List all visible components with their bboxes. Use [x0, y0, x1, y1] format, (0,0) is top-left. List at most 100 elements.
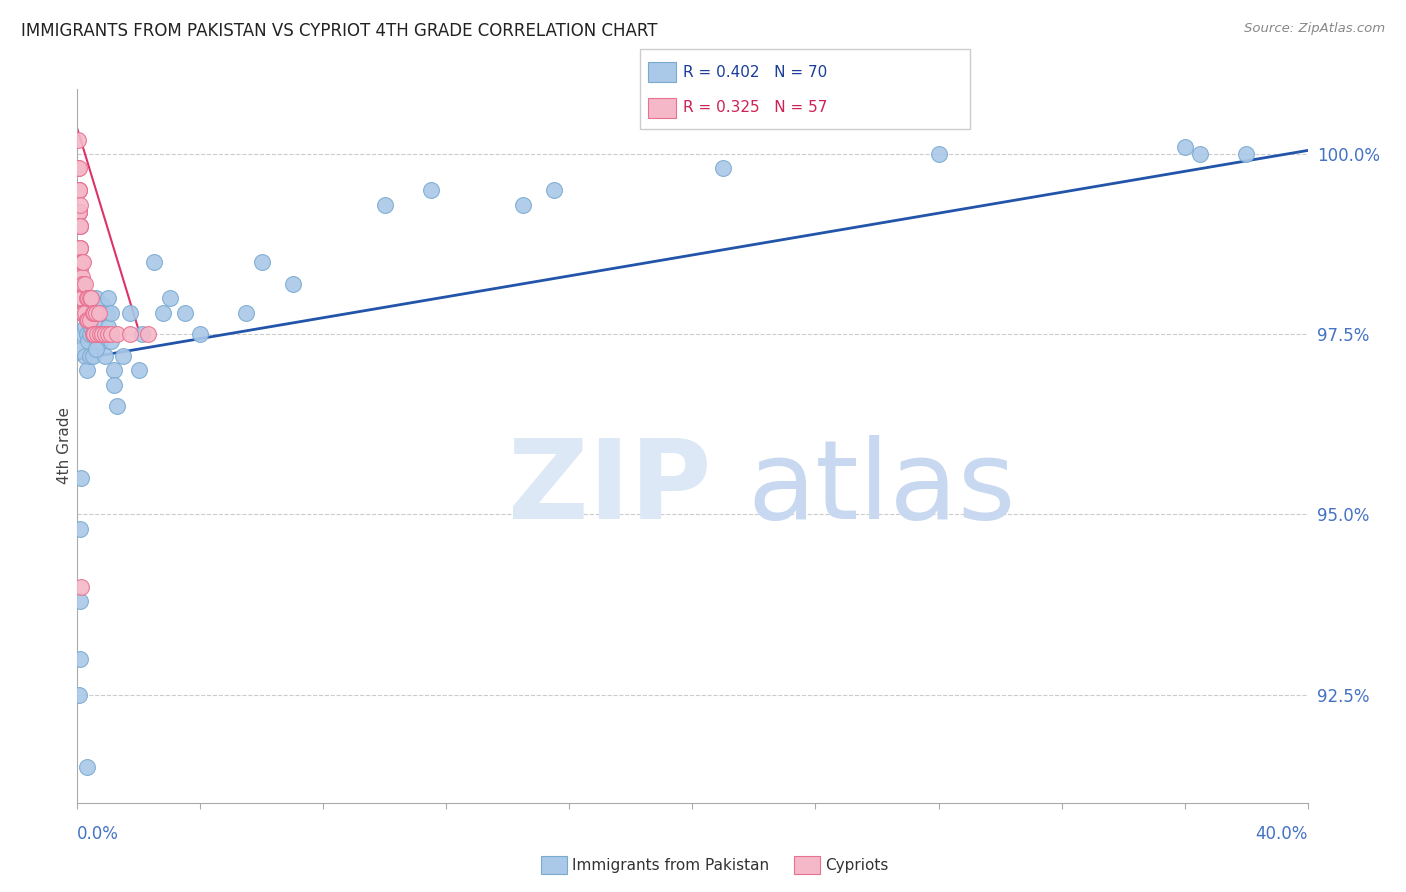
Point [97, 291, 120, 305]
Point [97, 327, 120, 342]
Point [80, 320, 103, 334]
Point [96, 306, 118, 320]
Point [72, 277, 94, 291]
Point [77, 291, 100, 305]
Point [69, 219, 91, 234]
Point [374, 197, 396, 211]
Text: R = 0.325   N = 57: R = 0.325 N = 57 [683, 101, 828, 115]
Point [83, 327, 105, 342]
Point [67, 183, 90, 197]
Point [103, 377, 125, 392]
Point [281, 277, 304, 291]
Point [100, 327, 122, 342]
Point [83, 298, 105, 312]
Point [105, 400, 128, 414]
Point [72, 306, 94, 320]
Point [83, 327, 105, 342]
Point [69, 522, 91, 536]
Point [87, 327, 110, 342]
Point [84, 291, 107, 305]
Point [70, 277, 93, 291]
Point [80, 291, 103, 305]
Point [100, 306, 122, 320]
Point [118, 306, 141, 320]
Point [67, 161, 90, 176]
Point [89, 306, 111, 320]
Point [174, 306, 197, 320]
Point [76, 313, 98, 327]
Point [72, 255, 94, 269]
Text: Source: ZipAtlas.com: Source: ZipAtlas.com [1244, 22, 1385, 36]
Point [86, 327, 108, 342]
Point [70, 269, 93, 284]
Point [82, 306, 104, 320]
Point [128, 363, 150, 377]
Point [711, 161, 734, 176]
Point [152, 306, 174, 320]
Point [73, 277, 96, 291]
Point [76, 760, 98, 774]
Point [70, 306, 93, 320]
Point [94, 349, 117, 363]
Point [100, 334, 122, 349]
Point [79, 291, 101, 305]
Point [87, 298, 110, 312]
Point [73, 306, 96, 320]
Point [79, 313, 101, 327]
Point [69, 219, 91, 234]
Point [86, 306, 108, 320]
Point [70, 255, 93, 269]
Point [188, 327, 212, 342]
Point [69, 241, 91, 255]
Point [84, 342, 107, 356]
Text: IMMIGRANTS FROM PAKISTAN VS CYPRIOT 4TH GRADE CORRELATION CHART: IMMIGRANTS FROM PAKISTAN VS CYPRIOT 4TH … [21, 22, 658, 40]
Point [69, 241, 91, 255]
Point [84, 306, 107, 320]
Point [70, 255, 93, 269]
Point [76, 363, 98, 377]
Point [86, 334, 108, 349]
Point [90, 327, 114, 342]
Point [83, 306, 105, 320]
Point [94, 327, 117, 342]
Point [67, 133, 90, 147]
Point [87, 306, 110, 320]
Point [76, 327, 98, 342]
Point [70, 255, 93, 269]
Point [70, 471, 93, 485]
Point [420, 183, 443, 197]
Point [79, 306, 101, 320]
Point [159, 291, 181, 305]
Point [118, 327, 141, 342]
Point [543, 183, 565, 197]
Point [235, 306, 257, 320]
Point [69, 197, 91, 211]
Point [69, 204, 91, 219]
Point [82, 349, 104, 363]
Point [79, 349, 101, 363]
Point [112, 349, 135, 363]
Y-axis label: 4th Grade: 4th Grade [56, 408, 72, 484]
Point [1174, 140, 1197, 154]
Point [143, 255, 166, 269]
Point [69, 183, 91, 197]
Point [69, 241, 91, 255]
Point [82, 327, 104, 342]
Point [72, 306, 94, 320]
Point [69, 262, 91, 277]
Point [82, 306, 104, 320]
Point [69, 651, 91, 665]
Point [1234, 147, 1257, 161]
Point [67, 204, 90, 219]
Point [136, 327, 159, 342]
Point [67, 204, 90, 219]
Point [77, 306, 100, 320]
Point [77, 313, 100, 327]
Point [94, 327, 117, 342]
Point [73, 320, 96, 334]
Text: Cypriots: Cypriots [825, 858, 889, 872]
Point [70, 342, 93, 356]
Point [70, 291, 93, 305]
Point [72, 277, 94, 291]
Text: atlas: atlas [748, 435, 1017, 542]
